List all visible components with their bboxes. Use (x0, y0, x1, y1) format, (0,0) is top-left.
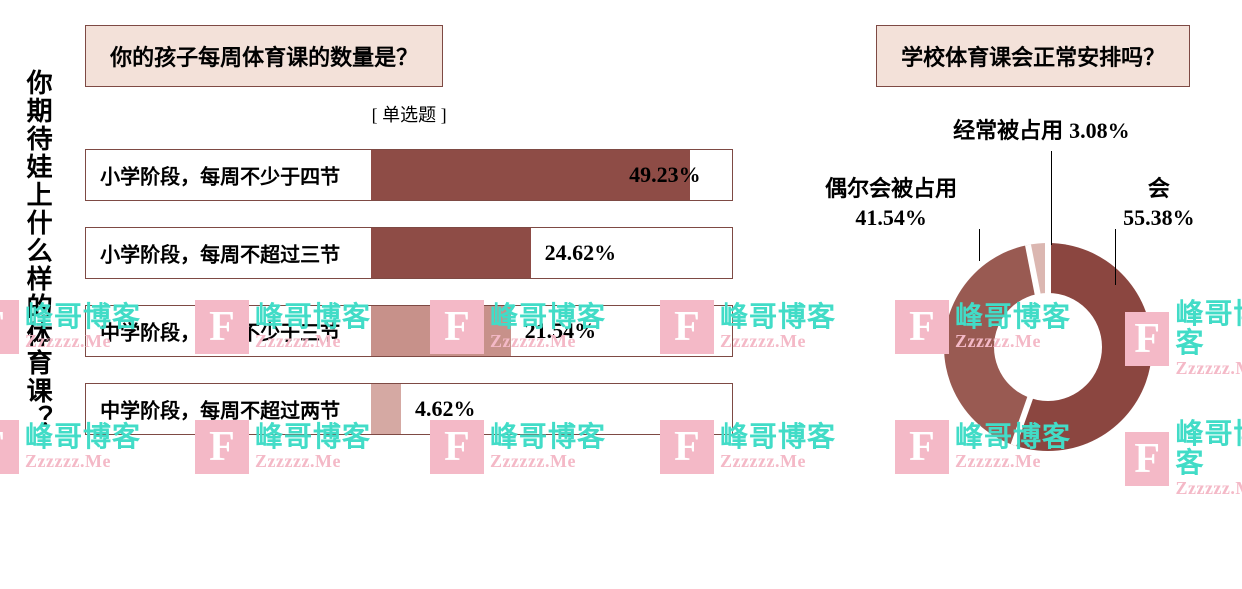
donut-slice-pct: 41.54% (825, 204, 957, 233)
bar-label: 中学阶段，每周不超过两节 (100, 395, 340, 424)
donut-leader-line (1051, 151, 1052, 245)
bar-fill (371, 384, 401, 434)
page-container: 你期待娃上什么样的体育课？ 你的孩子每周体育课的数量是？ [ 单选题 ] 小学阶… (0, 0, 1242, 487)
donut-question-box: 学校体育课会正常安排吗？ (876, 25, 1190, 87)
bar-row: 中学阶段，每周不超过两节 4.62% (85, 383, 733, 435)
donut-slice-pct: 55.38% (1123, 204, 1195, 233)
bar-label: 小学阶段，每周不超过三节 (100, 239, 340, 268)
donut-leader-line (1115, 229, 1116, 285)
bar-question-box: 你的孩子每周体育课的数量是？ (85, 25, 443, 87)
bar-label: 小学阶段，每周不少于四节 (100, 161, 340, 190)
donut-slice-name: 经常被占用 (953, 117, 1063, 146)
bar-percent: 21.54% (525, 318, 597, 344)
donut-slice-name: 偶尔会被占用 (825, 175, 957, 204)
bar-percent: 4.62% (415, 396, 476, 422)
bar-row: 小学阶段，每周不超过三节 24.62% (85, 227, 733, 279)
bar-row: 中学阶段，每周不少于三节 21.54% (85, 305, 733, 357)
bar-list: 小学阶段，每周不少于四节 49.23% 小学阶段，每周不超过三节 24.62% 中学阶段… (85, 149, 733, 435)
donut-slice-name: 会 (1123, 175, 1195, 204)
donut-wrapper: 会55.38% 偶尔会被占用41.54% 经常被占用3.08% (823, 117, 1242, 477)
bar-percent: 49.23% (629, 162, 701, 188)
donut-leader-line (979, 229, 980, 261)
donut-label: 经常被占用3.08% (953, 117, 1130, 146)
bar-percent: 24.62% (545, 240, 617, 266)
bar-label: 中学阶段，每周不少于三节 (100, 317, 340, 346)
donut-label: 会55.38% (1123, 175, 1195, 232)
donut-slice-pct: 3.08% (1069, 117, 1130, 146)
bar-chart-panel: 你的孩子每周体育课的数量是？ [ 单选题 ] 小学阶段，每周不少于四节 49.23… (85, 25, 733, 477)
bar-fill (371, 306, 511, 356)
vertical-page-title: 你期待娃上什么样的体育课？ (20, 25, 55, 477)
bar-fill (371, 228, 531, 278)
bar-subtitle: [ 单选题 ] (85, 101, 733, 127)
bar-row: 小学阶段，每周不少于四节 49.23% (85, 149, 733, 201)
donut-label: 偶尔会被占用41.54% (825, 175, 957, 232)
donut-chart-panel: 学校体育课会正常安排吗？ 会55.38% 偶尔会被占用41.54% 经常被占用3.0… (823, 25, 1242, 477)
